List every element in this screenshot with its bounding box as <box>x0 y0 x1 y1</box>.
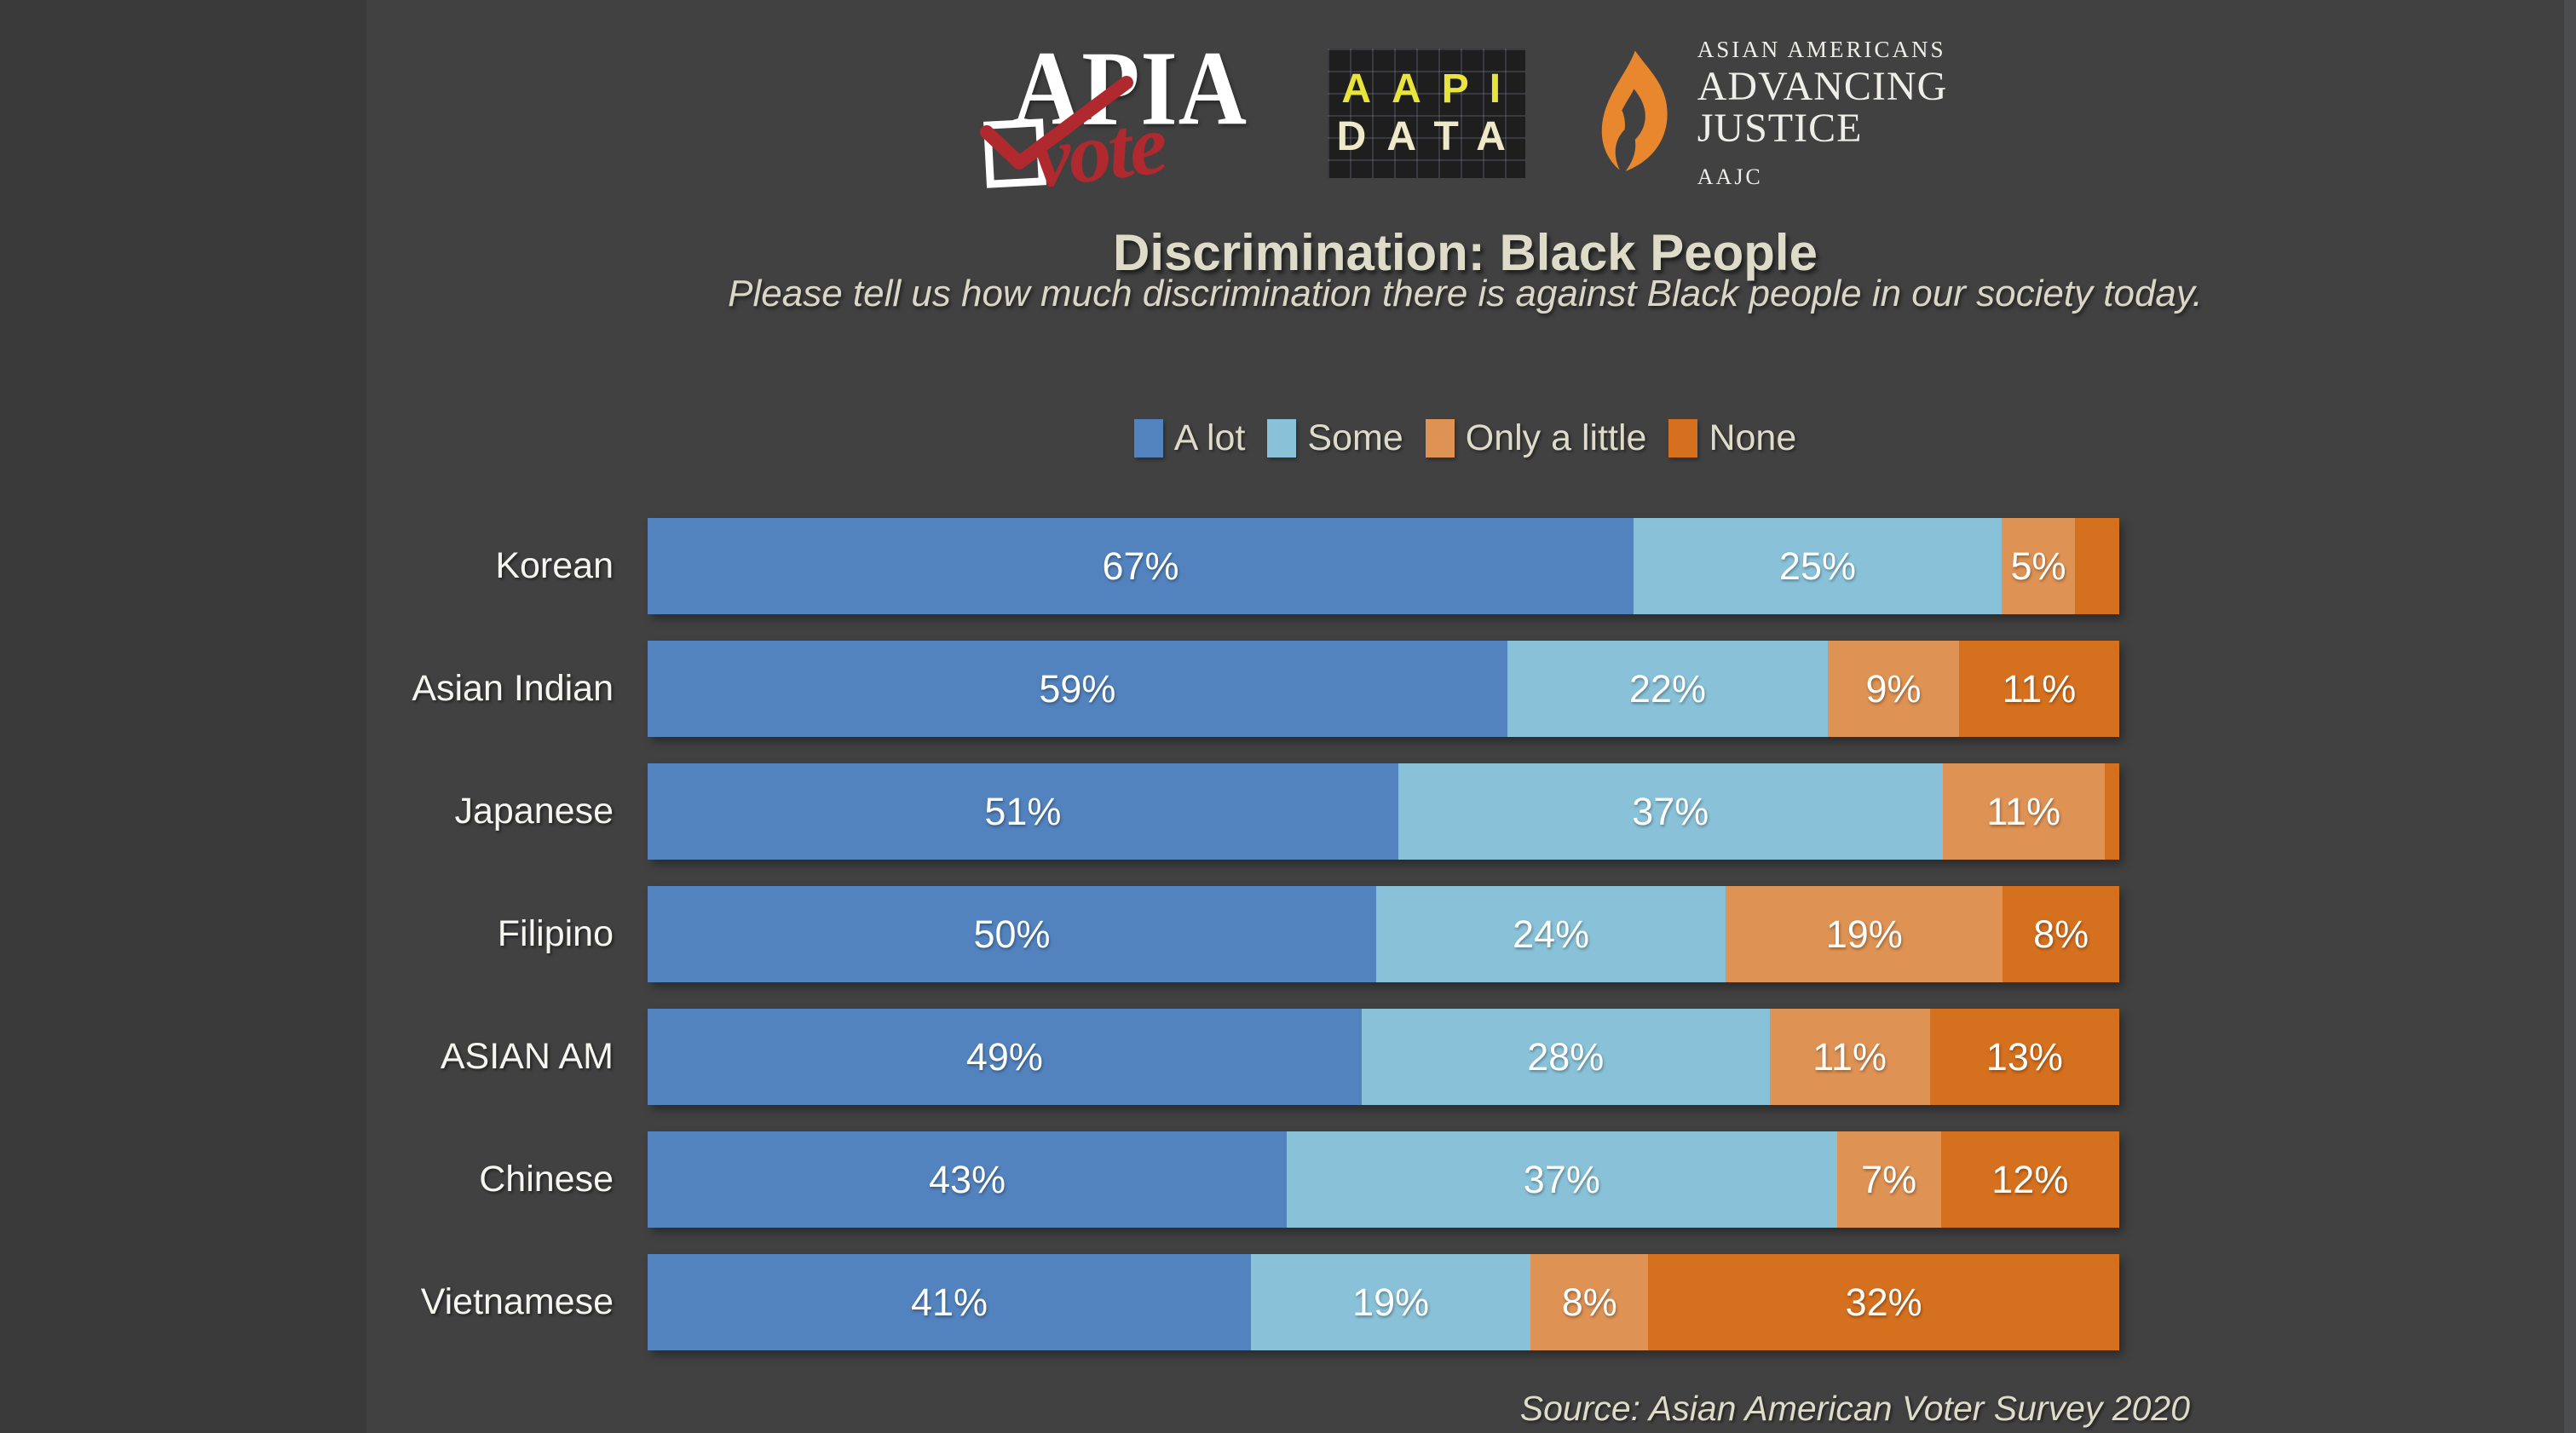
legend-item: Only a little <box>1425 417 1647 459</box>
canvas-right-edge <box>2564 0 2576 1433</box>
stacked-bar: 50% 24% 19% 8% <box>648 886 2119 982</box>
bar-segment: 51% <box>648 763 1398 860</box>
bar-segment: 11% <box>1958 641 2119 737</box>
bar-segment: 32% <box>1648 1254 2119 1350</box>
category-label: Vietnamese <box>420 1281 614 1322</box>
bar-segment: 22% <box>1507 641 1829 737</box>
bar-segment: 67% <box>648 518 1634 614</box>
stacked-bar: 43% 37% 7% 12% <box>648 1131 2119 1228</box>
bar-segment <box>2104 763 2119 860</box>
bar-segment: 8% <box>1530 1254 1649 1350</box>
bar-segment: 43% <box>648 1131 1288 1228</box>
category-label: ASIAN AM <box>440 1036 614 1077</box>
category-label: Japanese <box>454 791 614 832</box>
legend-swatch-icon <box>1267 419 1297 458</box>
bar-segment: 13% <box>1929 1009 2119 1105</box>
aapi-data-line2: DATA <box>1336 114 1526 159</box>
legend-item: A lot <box>1133 417 1246 459</box>
legend-label: Some <box>1307 417 1403 458</box>
chart-subtitle: Please tell us how much discrimination t… <box>728 273 2203 314</box>
chart-row: Filipino 50% 24% 19% 8% <box>366 886 2119 982</box>
bar-segment: 12% <box>1940 1131 2119 1228</box>
legend-label: Only a little <box>1465 417 1647 458</box>
stacked-bar: 49% 28% 11% 13% <box>648 1009 2119 1105</box>
bar-segment: 37% <box>1397 763 1943 860</box>
aapi-data-logo: AAPI DATA <box>1327 49 1526 178</box>
stacked-bar: 59% 22% 9% 11% <box>648 641 2119 737</box>
chart-row: ASIAN AM 49% 28% 11% 13% <box>366 1009 2119 1105</box>
bar-segment: 25% <box>1634 518 2002 614</box>
logo-row: APIA vote AAPI DATA ASIAN AMERICANS ADV <box>366 30 2564 206</box>
aajc-top-line: ASIAN AMERICANS <box>1697 36 1946 62</box>
legend-item: Some <box>1267 417 1403 459</box>
bar-segment: 24% <box>1375 886 1726 982</box>
bar-segment: 11% <box>1769 1009 1930 1105</box>
category-label: Chinese <box>479 1159 614 1200</box>
chart-row: Korean 67% 25% 5% <box>366 518 2119 614</box>
bar-segment: 7% <box>1836 1131 1941 1228</box>
category-label: Filipino <box>497 913 614 954</box>
legend-swatch-icon <box>1425 419 1455 458</box>
slide: APIA vote AAPI DATA ASIAN AMERICANS ADV <box>366 0 2564 1433</box>
bar-segment: 8% <box>2003 886 2119 982</box>
advancing-justice-logo: ASIAN AMERICANS ADVANCING JUSTICE AAJC <box>1597 37 1947 191</box>
stacked-bar: 67% 25% 5% <box>648 518 2119 614</box>
source-note: Source: Asian American Voter Survey 2020 <box>1519 1389 2190 1428</box>
chart-row: Asian Indian 59% 22% 9% 11% <box>366 641 2119 737</box>
bar-segment: 28% <box>1361 1009 1770 1105</box>
legend-label: A lot <box>1173 417 1246 458</box>
bar-segment <box>2075 518 2119 614</box>
chart-row: Vietnamese 41% 19% 8% 32% <box>366 1254 2119 1350</box>
flame-icon <box>1601 50 1668 171</box>
stacked-bar: 51% 37% 11% <box>648 763 2119 860</box>
bar-segment: 5% <box>2001 518 2076 614</box>
aajc-acronym: AAJC <box>1697 164 1763 190</box>
chart-row: Chinese 43% 37% 7% 12% <box>366 1131 2119 1228</box>
aajc-justice: JUSTICE <box>1697 105 1863 151</box>
category-label: Asian Indian <box>412 668 614 709</box>
category-label: Korean <box>495 545 614 586</box>
bar-segment: 9% <box>1828 641 1959 737</box>
apia-vote-logo: APIA vote <box>979 30 1256 206</box>
chart-row: Japanese 51% 37% 11% <box>366 763 2119 860</box>
stacked-bar: 41% 19% 8% 32% <box>648 1254 2119 1350</box>
aajc-advancing: ADVANCING <box>1697 63 1948 109</box>
legend-label: None <box>1709 417 1797 458</box>
bar-segment: 19% <box>1726 886 2003 982</box>
bar-segment: 41% <box>648 1254 1252 1350</box>
bar-segment: 19% <box>1251 1254 1531 1350</box>
legend-item: None <box>1668 417 1796 459</box>
apia-vote-script: vote <box>1027 95 1170 207</box>
bar-segment: 11% <box>1942 763 2105 860</box>
advancing-justice-text: ASIAN AMERICANS ADVANCING JUSTICE AAJC <box>1697 37 1947 191</box>
bar-segment: 50% <box>648 886 1376 982</box>
legend-swatch-icon <box>1668 419 1698 458</box>
legend: A lot Some Only a little None <box>366 417 2564 459</box>
chart-title: Discrimination: Black People <box>1113 224 1818 282</box>
bar-segment: 59% <box>648 641 1507 737</box>
check-icon <box>979 76 1133 170</box>
stacked-bar-chart: Korean 67% 25% 5% Asian Indian 59% 22% 9% 11% Jap… <box>366 518 2119 1377</box>
bar-segment: 49% <box>648 1009 1362 1105</box>
aapi-data-line1: AAPI <box>1341 66 1522 112</box>
bar-segment: 37% <box>1287 1131 1837 1228</box>
legend-swatch-icon <box>1133 419 1163 458</box>
